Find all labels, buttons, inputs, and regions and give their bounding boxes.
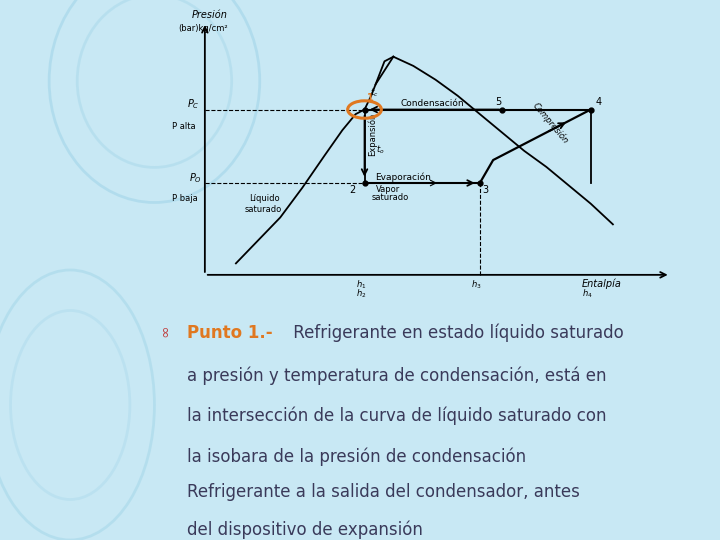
Text: $h_3$: $h_3$ [471,279,482,291]
Text: 1: 1 [366,93,374,104]
Text: $P_O$: $P_O$ [189,171,202,185]
Text: Evaporación: Evaporación [376,173,431,182]
Text: Condensación: Condensación [400,99,464,108]
Text: Refrigerante en estado líquido saturado: Refrigerante en estado líquido saturado [288,324,624,342]
Text: 3: 3 [482,185,488,195]
Text: Líquido: Líquido [249,194,280,204]
Text: 2: 2 [349,185,355,195]
Text: P alta: P alta [171,122,195,131]
Text: P baja: P baja [171,194,197,204]
Text: $h_4$: $h_4$ [582,288,593,300]
Text: $t_o$: $t_o$ [376,143,384,156]
Text: (bar)kg/cm²: (bar)kg/cm² [179,24,228,33]
Text: Entalpía: Entalpía [582,279,622,289]
Text: Refrigerante a la salida del condensador, antes: Refrigerante a la salida del condensador… [186,483,580,501]
Text: $t_c$: $t_c$ [370,86,378,99]
Text: Presión: Presión [192,10,228,19]
Text: Vapor: Vapor [376,185,400,194]
Text: 4: 4 [595,97,601,107]
Text: del dispositivo de expansión: del dispositivo de expansión [186,521,423,539]
Text: saturado: saturado [245,205,282,214]
Text: la isobara de la presión de condensación: la isobara de la presión de condensación [186,447,526,466]
Text: Punto 1.-: Punto 1.- [186,324,272,342]
Text: $h_2$: $h_2$ [356,288,366,300]
Text: la intersección de la curva de líquido saturado con: la intersección de la curva de líquido s… [186,407,606,426]
Text: ∞: ∞ [158,324,173,336]
Text: $P_C$: $P_C$ [187,97,199,111]
Text: Compresión: Compresión [531,102,570,146]
Text: a presión y temperatura de condensación, está en: a presión y temperatura de condensación,… [186,367,606,385]
Text: Expansión: Expansión [368,113,377,157]
Text: $h_1$: $h_1$ [356,279,366,291]
Text: saturado: saturado [372,193,408,202]
Text: 5: 5 [495,97,502,107]
